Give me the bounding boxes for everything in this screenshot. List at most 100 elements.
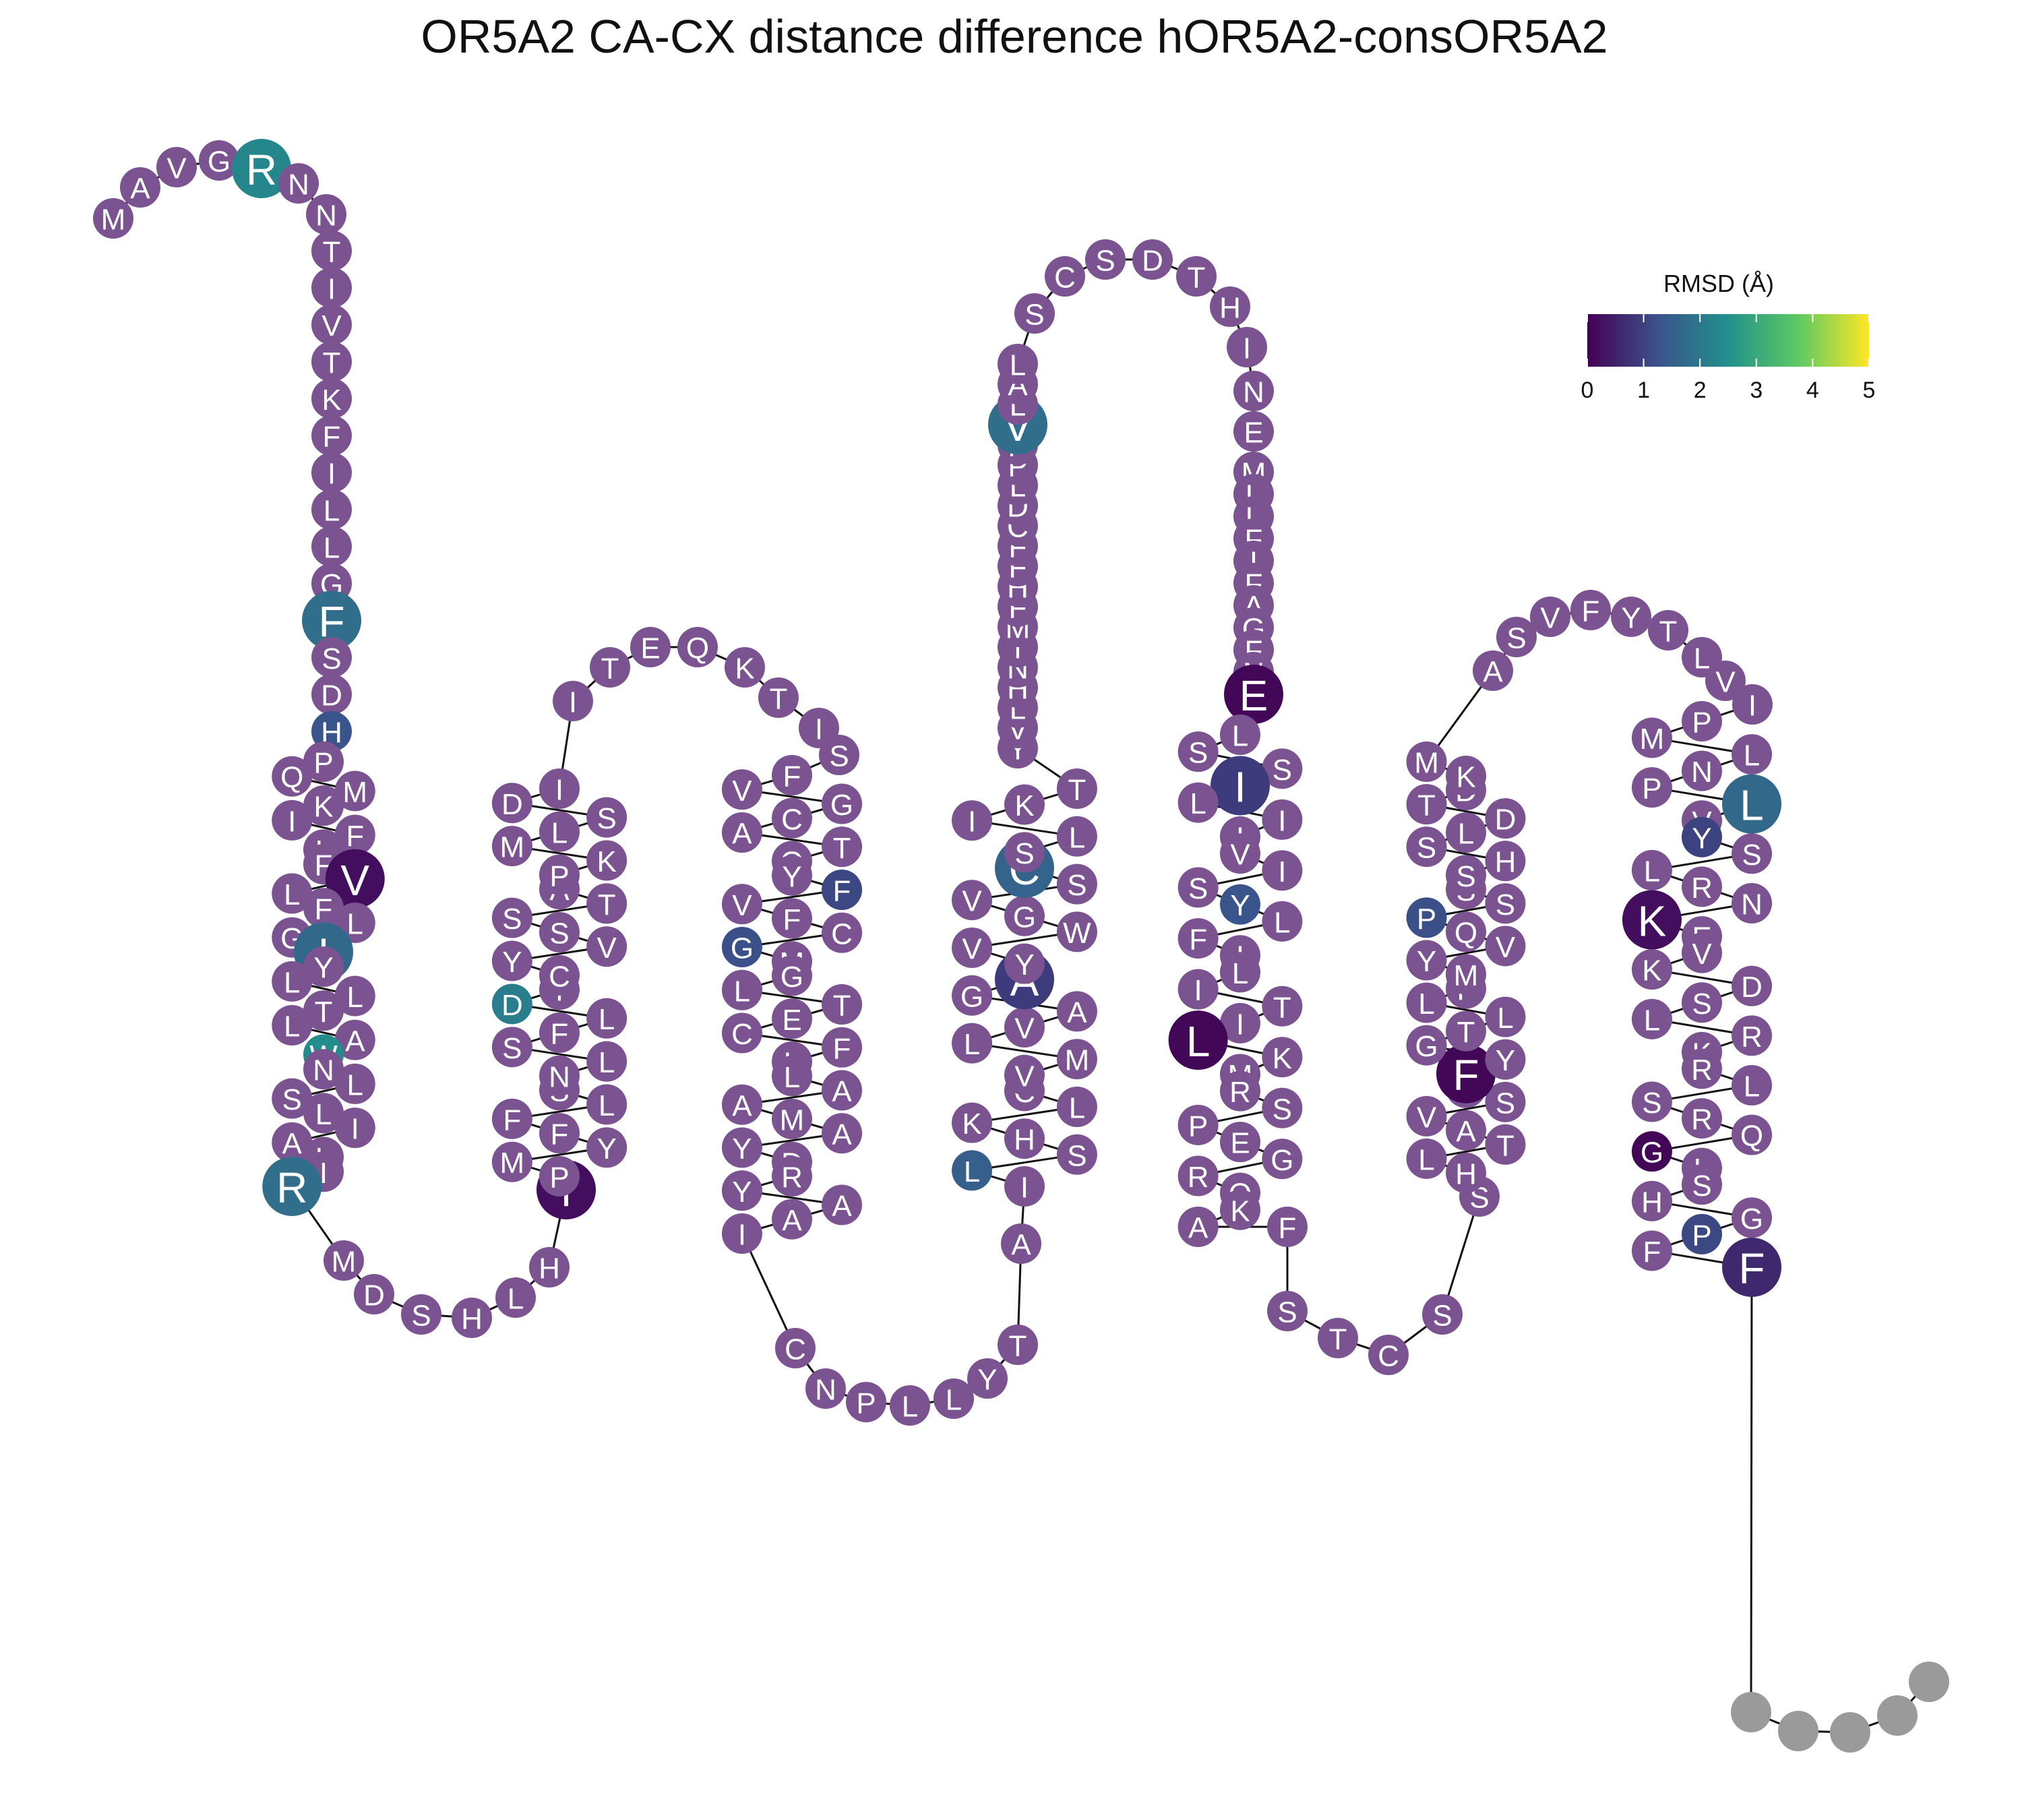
residue-label: A [1188,1212,1208,1245]
residue-214: F [1178,918,1219,959]
residue-114: F [822,1027,862,1068]
residue-label: L [1069,1092,1085,1125]
residue-286: L [1632,850,1672,890]
residue-118: A [722,1085,762,1125]
residue-239: L [1407,1139,1447,1179]
residue-291: V [1682,933,1722,973]
residue-144: M [1057,1039,1097,1079]
residue-label: V [962,933,982,966]
residue-label: E [640,632,660,665]
residue-label: C [831,917,853,950]
colorbar-tick-label: 5 [1849,377,1889,404]
residue-190: E [1233,411,1274,452]
residue-label: L [1418,1143,1434,1176]
residue-label: G [1740,1203,1763,1236]
residue-label: S [1188,872,1208,905]
residue-label: M [780,1104,805,1137]
residue-label: L [1069,821,1085,854]
residue-label: S [1273,754,1292,787]
residue-109: G [772,956,812,996]
residue-303: G [1632,1131,1672,1172]
missing-residue [1830,1712,1870,1753]
residue-label: A [1067,996,1087,1029]
residue-label: T [1068,774,1086,807]
residue-80: P [539,855,580,895]
residue-272: Y [1611,597,1651,637]
residue-label: A [732,1089,752,1122]
residue-309: F [1632,1230,1672,1271]
residue-105: F [772,899,812,939]
residue-label: L [1010,349,1026,382]
residue-116: L [772,1056,812,1096]
residue-273: T [1648,610,1688,650]
residue-label: K [1014,789,1034,822]
residue-label: E [1230,1127,1250,1160]
residue-label: S [1506,622,1526,655]
residue-253: Y [1407,940,1447,980]
residue-label: G [208,146,231,179]
residue-label: T [323,236,341,269]
residue-label: A [832,1075,852,1108]
residue-label: H [461,1303,483,1336]
residue-label: A [1011,1229,1031,1262]
residue-layer: MAVGRNNTIVTKFILLGFSDHPQMKIFLFVLFLGIYLLTL… [93,139,1949,1753]
residue-64: L [586,1085,627,1125]
residue-238: H [1446,1153,1486,1193]
residue-label: L [1744,1070,1760,1103]
residue-label: Y [1692,822,1711,855]
residue-279: L [1732,734,1772,775]
residue-label: C [785,1333,806,1366]
residue-128: C [775,1328,816,1368]
residue-120: A [822,1113,862,1153]
residue-293: D [1732,966,1772,1006]
residue-label: A [832,1118,852,1151]
residue-202: L [1220,715,1260,755]
residue-label: F [1643,1236,1661,1269]
residue-label: I [1243,332,1251,365]
residue-label: F [551,1118,569,1151]
residue-label: F [503,1103,521,1136]
residue-262: L [1446,812,1486,853]
residue-label: S [1188,737,1208,770]
residue-label: L [1497,1002,1513,1035]
residue-label: T [598,888,616,921]
residue-label: Y [732,1176,752,1209]
residue-129: N [805,1368,846,1409]
residue-label: R [1691,1054,1713,1087]
residue-label: T [833,990,851,1023]
residue-label: D [321,679,342,712]
residue-label: L [599,1089,615,1122]
residue-228: R [1178,1155,1219,1196]
residue-145: L [952,1023,992,1064]
residue-14: I [311,452,352,493]
residue-label: N [549,1060,570,1093]
residue-3: V [156,147,197,187]
residue-282: L [1722,775,1781,834]
residue-label: S [1067,869,1086,902]
residue-label: L [284,1010,300,1043]
residue-298: R [1682,1048,1722,1089]
residue-label: L [784,1061,800,1094]
residue-label: S [1014,837,1034,870]
residue-label: Q [1740,1120,1763,1153]
missing-residue [1778,1711,1818,1751]
residue-91: K [725,647,765,688]
residue-217: I [1178,969,1219,1010]
residue-label: H [1641,1186,1663,1219]
residue-88: T [590,647,630,688]
residue-306: H [1632,1181,1672,1221]
residue-224: S [1262,1088,1302,1128]
residue-label: I [1278,804,1286,837]
residue-132: L [933,1378,974,1419]
residue-label: T [770,683,788,716]
residue-1: M [93,198,133,239]
residue-150: Y [1004,944,1045,984]
residue-label: L [599,1046,615,1079]
residue-261: S [1407,826,1447,867]
residue-label: R [276,1163,307,1212]
residue-label: S [1095,245,1115,278]
residue-211: S [1178,868,1219,908]
residue-131: L [890,1385,930,1426]
residue-56: L [495,1277,536,1318]
residue-label: H [1014,1124,1035,1157]
